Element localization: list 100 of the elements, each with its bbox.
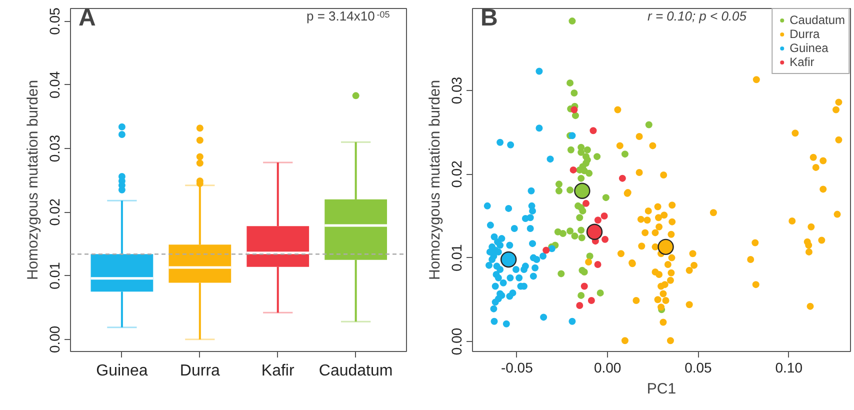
point bbox=[566, 186, 574, 194]
point bbox=[576, 214, 584, 222]
point bbox=[579, 207, 586, 214]
point bbox=[490, 233, 498, 240]
point bbox=[526, 214, 534, 222]
point bbox=[566, 79, 574, 86]
y-tick-label: 0.03 bbox=[46, 134, 62, 162]
x-tick-label: Kafir bbox=[261, 362, 295, 380]
point bbox=[580, 282, 588, 290]
point bbox=[542, 246, 550, 254]
point bbox=[546, 156, 554, 163]
x-tick-label: Durra bbox=[180, 362, 220, 380]
point bbox=[490, 318, 498, 325]
y-tick-label: 0.02 bbox=[448, 160, 464, 188]
point bbox=[529, 240, 536, 248]
point bbox=[496, 242, 504, 249]
point bbox=[566, 228, 574, 235]
y-axis-title: Homozygous mutation burden bbox=[24, 80, 42, 280]
point bbox=[490, 305, 498, 312]
point bbox=[536, 68, 543, 75]
point bbox=[582, 200, 590, 207]
point bbox=[486, 248, 494, 256]
point bbox=[492, 282, 499, 290]
point bbox=[530, 272, 537, 280]
x-axis-title: PC1 bbox=[646, 380, 676, 398]
point bbox=[568, 18, 576, 25]
x-tick-label: 0.10 bbox=[775, 360, 803, 376]
y-tick-label: 0.04 bbox=[46, 71, 62, 98]
point bbox=[510, 225, 518, 232]
point bbox=[602, 236, 609, 243]
point bbox=[529, 207, 536, 214]
point bbox=[522, 262, 529, 270]
point bbox=[570, 90, 578, 96]
point bbox=[494, 274, 502, 282]
point bbox=[576, 302, 584, 309]
point bbox=[516, 274, 523, 282]
point bbox=[594, 261, 602, 268]
point bbox=[570, 106, 578, 114]
y-tick-label: 0.00 bbox=[448, 328, 464, 356]
point bbox=[492, 298, 499, 306]
point bbox=[586, 252, 594, 260]
point bbox=[645, 121, 652, 128]
x-tick-label: Caudatum bbox=[318, 362, 393, 380]
point bbox=[596, 289, 604, 296]
point bbox=[532, 264, 539, 272]
chart-title: A bbox=[78, 4, 96, 32]
point bbox=[536, 124, 543, 132]
point bbox=[507, 141, 514, 148]
point bbox=[584, 146, 591, 154]
point bbox=[558, 270, 565, 278]
point bbox=[528, 187, 535, 194]
point bbox=[540, 252, 547, 260]
point bbox=[555, 187, 562, 194]
point bbox=[500, 279, 507, 286]
legend-label: Caudatum bbox=[790, 13, 845, 27]
point bbox=[540, 314, 548, 321]
legend-label: Guinea bbox=[790, 41, 828, 55]
y-tick-label: 0.01 bbox=[46, 262, 62, 290]
point bbox=[486, 222, 494, 229]
point bbox=[600, 212, 608, 220]
y-tick-label: 0.02 bbox=[46, 198, 62, 226]
point bbox=[578, 234, 586, 242]
y-tick-label: 0.00 bbox=[46, 326, 62, 354]
point bbox=[484, 202, 491, 210]
y-tick-label: 0.05 bbox=[46, 7, 62, 35]
x-tick-label: 0.00 bbox=[594, 360, 622, 376]
point bbox=[586, 170, 593, 177]
chart-title: B bbox=[480, 4, 498, 32]
point bbox=[568, 318, 576, 325]
annotation: r = 0.10; p < 0.05 bbox=[648, 8, 748, 24]
point bbox=[502, 320, 510, 328]
point bbox=[571, 232, 578, 240]
point bbox=[594, 216, 602, 224]
x-tick-label: Guinea bbox=[96, 362, 148, 380]
point bbox=[533, 256, 540, 263]
point bbox=[567, 146, 574, 154]
point bbox=[506, 292, 514, 300]
point bbox=[578, 174, 585, 182]
point bbox=[496, 138, 504, 146]
point bbox=[578, 292, 585, 299]
point bbox=[506, 242, 514, 249]
point bbox=[488, 256, 496, 263]
point bbox=[618, 174, 626, 182]
point bbox=[512, 266, 520, 274]
x-tick-label: 0.05 bbox=[684, 360, 712, 376]
point bbox=[505, 204, 512, 212]
x-tick-label: -0.05 bbox=[500, 360, 534, 376]
point bbox=[594, 153, 601, 160]
point bbox=[572, 112, 579, 120]
point bbox=[498, 235, 506, 242]
legend-label: Durra bbox=[790, 27, 820, 41]
point bbox=[526, 225, 534, 232]
point bbox=[602, 194, 610, 202]
point bbox=[578, 226, 585, 234]
y-tick-label: 0.03 bbox=[448, 76, 464, 104]
point bbox=[496, 266, 504, 274]
point bbox=[559, 230, 566, 238]
point bbox=[588, 296, 595, 304]
legend-label: Kafir bbox=[790, 55, 814, 69]
point bbox=[486, 262, 492, 269]
